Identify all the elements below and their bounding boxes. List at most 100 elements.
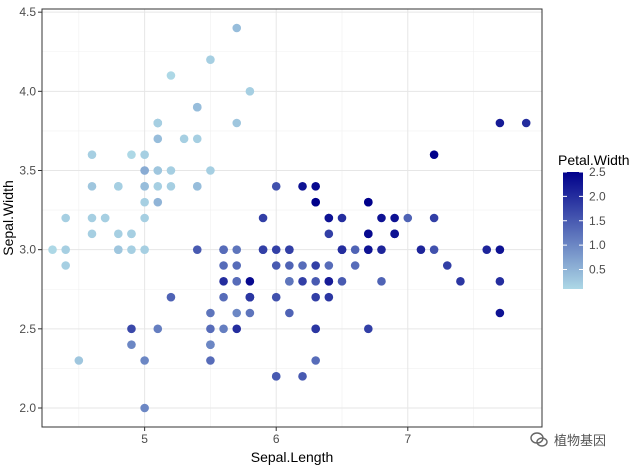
data-point (166, 292, 176, 302)
data-point (219, 245, 228, 254)
data-point (219, 324, 228, 334)
data-point (298, 277, 307, 286)
data-point (74, 356, 84, 365)
data-point (311, 261, 320, 270)
data-point (206, 166, 215, 175)
data-point (429, 213, 439, 223)
data-point (324, 277, 334, 286)
data-point (245, 87, 255, 96)
data-point (285, 308, 294, 318)
data-point (377, 245, 386, 254)
data-point (245, 308, 255, 318)
y-axis-label: Sepal.Width (0, 180, 16, 255)
data-point (192, 102, 202, 112)
data-point (87, 213, 97, 223)
legend-tick-label: 1.5 (589, 214, 606, 228)
data-point (61, 213, 70, 223)
data-point (127, 245, 136, 254)
data-points (48, 23, 531, 413)
data-point (140, 166, 149, 175)
data-point (245, 277, 255, 286)
data-point (271, 292, 281, 302)
data-point (61, 245, 70, 254)
data-point (416, 245, 426, 254)
legend-tick-label: 2.0 (589, 189, 606, 203)
watermark: 植物基因 (530, 430, 606, 449)
data-point (114, 245, 123, 254)
data-point (219, 292, 228, 302)
data-point (482, 245, 492, 254)
data-point (245, 292, 255, 302)
data-point (206, 356, 215, 365)
data-point (311, 324, 320, 334)
data-point (192, 245, 202, 254)
data-point (324, 292, 334, 302)
data-point (495, 277, 505, 286)
data-point (337, 277, 347, 286)
data-point (87, 229, 97, 239)
data-point (140, 182, 149, 191)
data-point (61, 261, 70, 270)
data-point (390, 213, 399, 223)
x-tick-label: 5 (141, 432, 148, 446)
data-point (232, 245, 242, 254)
data-point (285, 261, 294, 270)
data-point (206, 55, 215, 64)
data-point (495, 245, 505, 254)
plot-background (42, 9, 542, 427)
data-point (127, 340, 136, 349)
data-point (166, 71, 176, 80)
legend-tick-label: 1.0 (589, 238, 606, 252)
data-point (271, 245, 281, 254)
y-tick-label: 3.5 (19, 164, 36, 178)
legend: Petal.Width 0.5 1.0 1.5 2.0 2.5 (558, 152, 630, 289)
data-point (232, 118, 242, 128)
data-point (153, 118, 163, 128)
x-tick-label: 7 (404, 432, 411, 446)
data-point (114, 229, 123, 239)
data-point (100, 213, 110, 223)
data-point (285, 245, 294, 254)
y-tick-label: 3.0 (19, 243, 36, 257)
legend-tick-label: 2.5 (589, 165, 606, 179)
y-tick-label: 2.0 (19, 401, 36, 415)
data-point (324, 261, 334, 270)
data-point (495, 118, 505, 128)
data-point (206, 308, 215, 318)
y-tick-label: 4.5 (19, 5, 36, 19)
data-point (232, 261, 242, 270)
data-point (232, 23, 242, 33)
data-point (364, 324, 373, 334)
data-point (271, 182, 281, 191)
data-point (140, 356, 149, 365)
data-point (153, 197, 163, 207)
legend-title: Petal.Width (558, 152, 630, 168)
data-point (390, 229, 399, 239)
data-point (403, 213, 413, 223)
data-point (166, 166, 176, 175)
data-point (153, 182, 163, 191)
data-point (179, 134, 189, 144)
legend-ticks: 0.5 1.0 1.5 2.0 2.5 (563, 165, 606, 277)
data-point (140, 213, 149, 223)
data-point (206, 324, 215, 334)
data-point (324, 229, 334, 239)
x-tick-label: 6 (273, 432, 280, 446)
data-point (364, 229, 373, 239)
data-point (114, 182, 123, 191)
data-point (153, 134, 163, 144)
data-point (377, 277, 386, 286)
data-point (219, 261, 228, 270)
y-tick-label: 2.5 (19, 322, 36, 336)
plot-border (41, 8, 543, 428)
data-point (350, 261, 360, 270)
data-point (127, 324, 136, 334)
data-point (429, 245, 439, 254)
data-point (298, 372, 307, 381)
data-point (429, 150, 439, 159)
data-point (311, 356, 320, 365)
data-point (311, 197, 320, 207)
data-point (232, 308, 242, 318)
data-point (271, 261, 281, 270)
